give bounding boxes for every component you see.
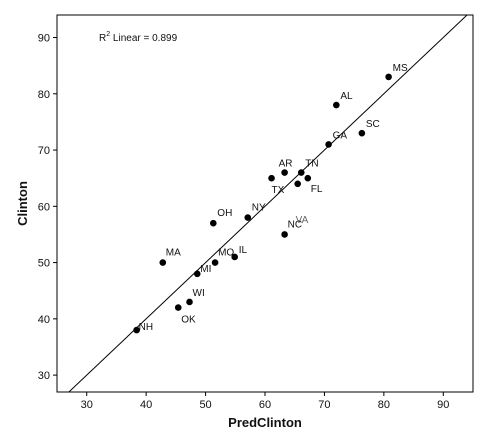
- fit-line: [68, 15, 468, 392]
- point-label-mi: MI: [200, 264, 211, 275]
- data-point-al: [333, 101, 340, 109]
- point-label-ok: OK: [181, 315, 196, 326]
- r2-text: Linear = 0.899: [110, 33, 177, 44]
- r2-prefix: R: [99, 33, 106, 44]
- y-axis-title: Clinton: [15, 181, 30, 226]
- r2-annotation: R2 Linear = 0.899: [99, 31, 178, 44]
- y-tick-label: 80: [38, 89, 50, 101]
- point-label-nc: NC: [288, 219, 302, 230]
- r2-superscript: 2: [106, 31, 110, 38]
- data-point-nh: [133, 326, 140, 334]
- point-label-tx: TX: [272, 185, 285, 196]
- point-label-mo: MO: [218, 248, 234, 259]
- data-point-il: [231, 253, 238, 261]
- data-point-fl: [304, 174, 312, 182]
- y-tick-label: 70: [38, 145, 50, 157]
- point-label-fl: FL: [311, 184, 323, 195]
- data-point-ma: [159, 259, 167, 266]
- point-label-al: AL: [340, 91, 353, 102]
- point-label-tn: TN: [305, 159, 318, 170]
- x-axis-title: PredClinton: [228, 415, 302, 430]
- y-tick-label: 90: [38, 33, 50, 45]
- point-label-ga: GA: [333, 130, 348, 141]
- x-tick-label: 80: [378, 399, 390, 411]
- x-tick-label: 90: [437, 399, 449, 411]
- x-tick-label: 60: [259, 399, 271, 411]
- x-tick-label: 40: [140, 399, 152, 411]
- point-label-wi: WI: [193, 288, 205, 299]
- point-label-il: IL: [239, 245, 248, 256]
- data-point-va: [294, 180, 301, 188]
- data-point-wi: [186, 298, 193, 306]
- point-label-oh: OH: [217, 208, 232, 219]
- data-point-ny: [244, 214, 252, 221]
- y-tick-label: 50: [38, 258, 50, 270]
- data-point-tn: [297, 169, 305, 176]
- data-point-mi: [193, 270, 201, 278]
- point-label-ms: MS: [393, 63, 408, 74]
- x-tick-label: 50: [199, 399, 211, 411]
- y-tick-label: 40: [38, 314, 50, 326]
- data-point-oh: [209, 219, 217, 227]
- x-tick-label: 30: [81, 399, 93, 411]
- y-tick-label: 60: [38, 201, 50, 213]
- point-label-ny: NY: [252, 203, 266, 214]
- point-label-va: VA: [296, 215, 309, 226]
- point-label-ma: MA: [166, 248, 181, 259]
- data-point-ok: [174, 304, 182, 311]
- data-point-ga: [325, 141, 332, 148]
- data-point-ar: [281, 169, 288, 176]
- point-label-sc: SC: [366, 119, 380, 130]
- x-tick-label: 70: [318, 399, 330, 411]
- point-label-nh: NH: [139, 322, 153, 333]
- y-tick-label: 30: [38, 370, 50, 382]
- data-point-mo: [211, 259, 219, 266]
- data-point-nc: [281, 231, 288, 238]
- data-point-tx: [268, 174, 275, 182]
- point-label-ar: AR: [279, 159, 293, 170]
- data-point-sc: [358, 129, 366, 137]
- data-point-ms: [385, 73, 392, 81]
